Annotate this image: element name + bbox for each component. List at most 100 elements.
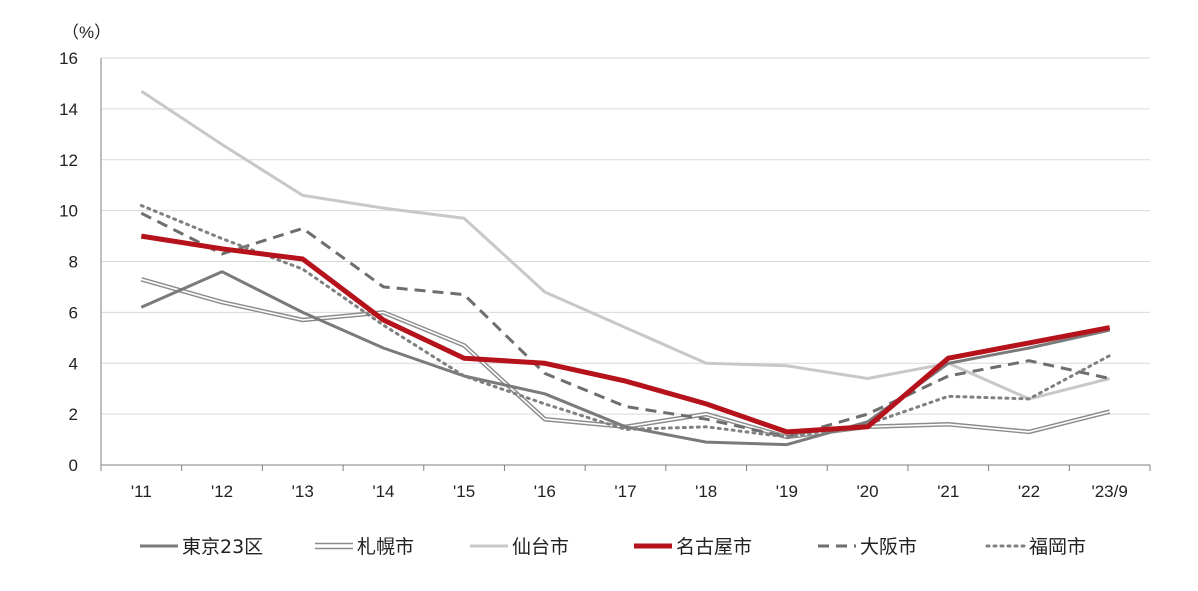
legend-item: 大阪市 <box>818 536 917 558</box>
data-point <box>382 207 385 210</box>
data-point <box>866 425 869 428</box>
x-tick-label: '11 <box>131 482 152 501</box>
data-point <box>785 430 788 433</box>
x-tick-label: '18 <box>695 482 717 501</box>
data-point <box>301 319 304 322</box>
data-point <box>1108 410 1111 413</box>
series-line <box>140 211 1111 439</box>
series-line <box>140 233 1111 435</box>
data-point <box>1028 430 1031 433</box>
data-point <box>1028 347 1031 350</box>
legend-label: 名古屋市 <box>676 536 752 558</box>
data-point <box>1028 397 1031 400</box>
data-point <box>1108 326 1111 329</box>
series-0 <box>140 270 1111 447</box>
data-point <box>543 372 546 375</box>
data-point <box>463 293 466 296</box>
data-point <box>301 258 304 261</box>
data-point <box>301 268 304 271</box>
data-point <box>624 405 627 408</box>
data-point <box>624 380 627 383</box>
data-point <box>221 270 224 273</box>
y-tick-label: 4 <box>69 354 78 373</box>
data-point <box>1108 377 1111 380</box>
data-point <box>947 423 950 426</box>
x-tick-label: '17 <box>614 482 636 501</box>
legend-item: 福岡市 <box>985 536 1086 558</box>
y-tick-label: 16 <box>59 49 78 68</box>
data-point <box>705 413 708 416</box>
data-point <box>543 362 546 365</box>
x-tick-label: '23/9 <box>1091 482 1127 501</box>
x-tick-label: '22 <box>1018 482 1040 501</box>
y-tick-label: 12 <box>59 151 78 170</box>
data-point <box>1108 354 1111 357</box>
data-point <box>785 436 788 439</box>
data-point <box>624 425 627 428</box>
data-point <box>866 413 869 416</box>
data-point <box>382 347 385 350</box>
data-point <box>463 344 466 347</box>
y-axis-unit-label: （%） <box>62 23 111 42</box>
y-tick-label: 2 <box>69 405 78 424</box>
legend-label: 仙台市 <box>512 536 569 558</box>
data-point <box>140 278 143 281</box>
data-point <box>140 306 143 309</box>
legend-item: 名古屋市 <box>634 536 752 558</box>
x-tick-label: '14 <box>372 482 394 501</box>
data-point <box>705 402 708 405</box>
data-point <box>543 392 546 395</box>
data-point <box>866 377 869 380</box>
axes <box>100 58 1151 471</box>
data-point <box>463 357 466 360</box>
data-point <box>1028 341 1031 344</box>
data-point <box>301 194 304 197</box>
data-point <box>705 425 708 428</box>
data-point <box>221 237 224 240</box>
series-3 <box>140 233 1111 435</box>
data-point <box>705 362 708 365</box>
data-point <box>1028 359 1031 362</box>
series-line <box>140 270 1111 447</box>
data-point <box>301 227 304 230</box>
y-tick-label: 14 <box>59 100 78 119</box>
data-point <box>705 441 708 444</box>
data-point <box>382 319 385 322</box>
series-4 <box>140 211 1111 439</box>
data-point <box>382 311 385 314</box>
legend-item: 仙台市 <box>470 536 569 558</box>
data-point <box>221 301 224 304</box>
series-5 <box>139 204 1112 439</box>
y-tick-label: 6 <box>69 303 78 322</box>
data-point <box>221 143 224 146</box>
legend-label: 大阪市 <box>860 536 917 558</box>
x-tick-label: '21 <box>937 482 959 501</box>
data-point <box>543 291 546 294</box>
data-point <box>947 357 950 360</box>
data-point <box>543 402 546 405</box>
x-axis-tick-labels: '11 '12 '13 '14 '15 '16 '17 '18 '19 '20 '21 '22 '23/… <box>131 482 1128 501</box>
data-point <box>221 247 224 250</box>
data-point <box>624 326 627 329</box>
y-axis-tick-labels: 0 2 4 6 8 10 12 14 16 <box>59 49 78 475</box>
series-lines <box>139 89 1112 447</box>
legend: 東京23区 札幌市 仙台市 名古屋市 大阪市 福岡市 <box>140 536 1086 558</box>
legend-item: 東京23区 <box>140 536 263 558</box>
data-point <box>140 212 143 215</box>
series-line <box>139 204 1112 439</box>
data-point <box>382 285 385 288</box>
data-point <box>301 311 304 314</box>
data-point <box>947 395 950 398</box>
legend-item: 札幌市 <box>315 536 414 558</box>
data-point <box>624 428 627 431</box>
legend-label: 札幌市 <box>357 536 414 558</box>
data-point <box>140 204 143 207</box>
x-tick-label: '19 <box>776 482 798 501</box>
y-tick-label: 8 <box>69 253 78 272</box>
x-tick-label: '12 <box>211 482 233 501</box>
legend-label: 東京23区 <box>182 536 263 558</box>
data-point <box>463 375 466 378</box>
x-tick-label: '13 <box>292 482 314 501</box>
